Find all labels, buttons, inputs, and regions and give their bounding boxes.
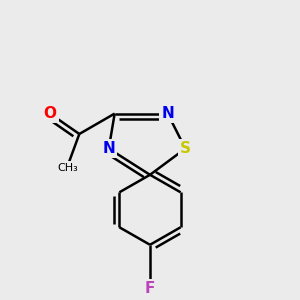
- Text: F: F: [145, 281, 155, 296]
- Text: S: S: [180, 141, 191, 156]
- Text: N: N: [161, 106, 174, 121]
- Text: N: N: [102, 141, 115, 156]
- Text: O: O: [44, 106, 56, 121]
- Text: CH₃: CH₃: [57, 163, 78, 172]
